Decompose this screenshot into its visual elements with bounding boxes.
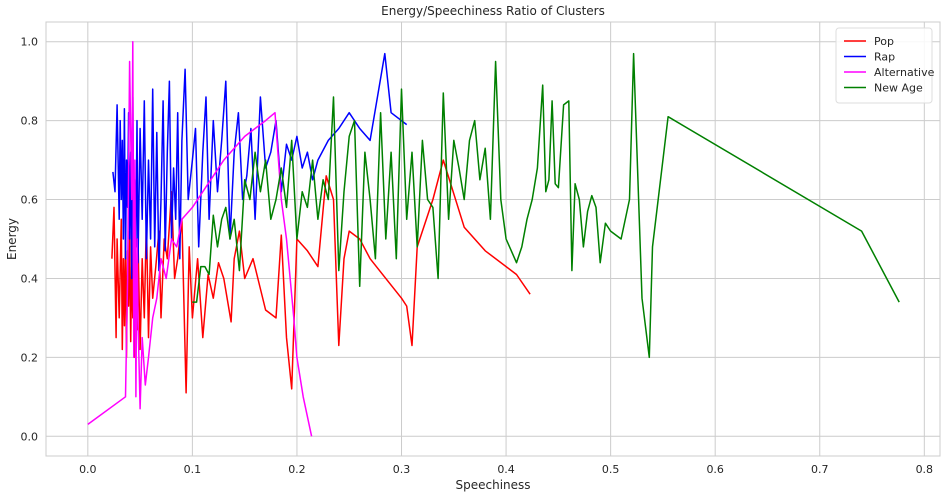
plot-frame [45,21,941,457]
y-axis-label: Energy [5,218,19,260]
legend-box [835,27,933,104]
y-tick-label: 1.0 [21,36,39,49]
x-tick-label: 0.1 [184,463,202,476]
x-tick-label: 0.4 [497,463,515,476]
legend-label: Alternative [874,66,935,79]
x-tick-label: 0.2 [288,463,306,476]
y-tick-label: 0.6 [21,194,39,207]
legend-label: New Age [874,82,923,95]
y-tick-labels: 0.0 0.2 0.4 0.6 0.8 1.0 [21,36,39,444]
series-line-alternative [87,40,313,437]
x-tick-label: 0.7 [811,463,829,476]
x-tick-label: 0.0 [79,463,97,476]
x-tick-label: 0.3 [393,463,411,476]
x-axis-label: Speechiness [455,478,530,492]
x-tick-labels: 0.0 0.1 0.2 0.3 0.4 0.5 0.6 0.7 0.8 [79,463,933,476]
legend: Pop Rap Alternative New Age [835,27,935,104]
y-tick-label: 0.0 [21,430,39,443]
chart-title: Energy/Speechiness Ratio of Clusters [381,4,605,18]
series-line-rap [112,52,408,280]
series-layer [87,40,900,437]
y-tick-label: 0.2 [21,351,39,364]
legend-label: Pop [874,35,894,48]
series-line-new-age [192,52,900,359]
x-tick-label: 0.8 [916,463,934,476]
legend-label: Rap [874,51,895,64]
y-tick-label: 0.4 [21,272,39,285]
y-tick-label: 0.8 [21,115,39,128]
x-tick-label: 0.5 [602,463,620,476]
series-line-pop [111,159,531,394]
x-tick-label: 0.6 [706,463,724,476]
